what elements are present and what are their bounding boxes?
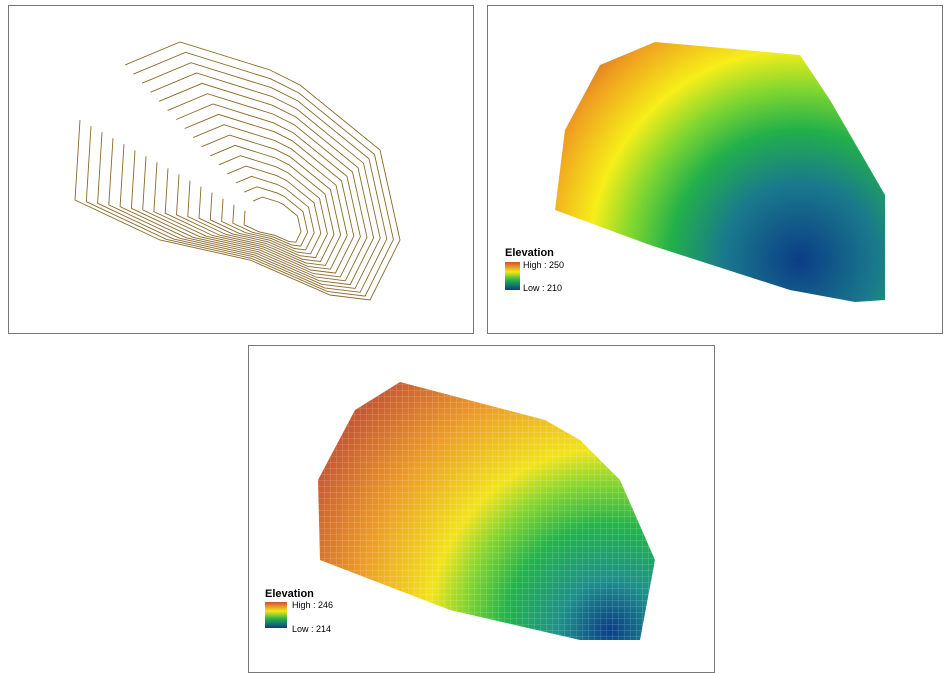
legend-swatch: [265, 602, 287, 628]
page: Elevation High : 250 Low : 210 Elevation…: [0, 0, 944, 673]
legend-low: Low : 210: [523, 283, 562, 293]
panel-frame: [9, 6, 474, 334]
legend-title: Elevation: [265, 588, 314, 600]
legend-swatch: [505, 262, 520, 290]
legend-low: Low : 214: [292, 624, 331, 634]
legend-title: Elevation: [505, 247, 554, 259]
figure: Elevation High : 250 Low : 210 Elevation…: [0, 0, 944, 673]
legend-high: High : 246: [292, 600, 333, 610]
legend-high: High : 250: [523, 260, 564, 270]
